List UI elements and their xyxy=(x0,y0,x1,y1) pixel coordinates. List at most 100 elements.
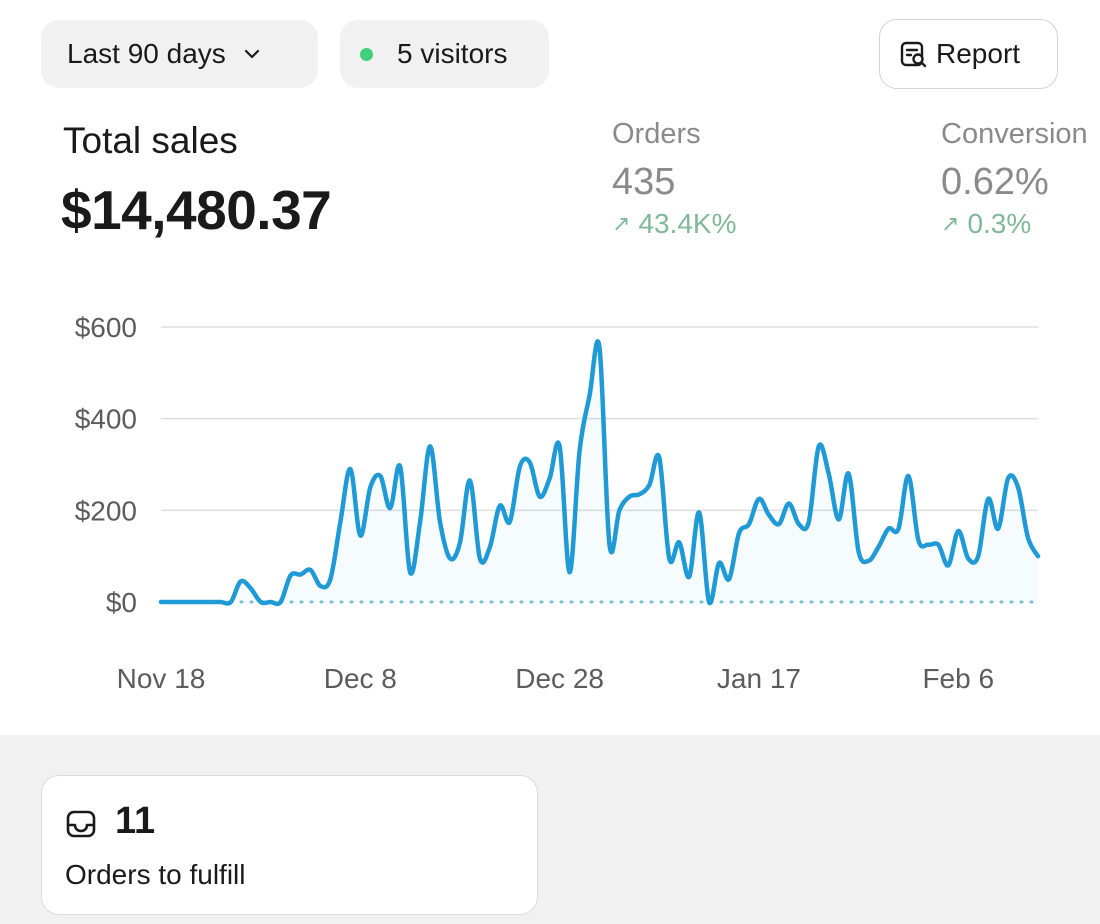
data-point[interactable] xyxy=(527,459,533,465)
data-point[interactable] xyxy=(696,510,702,516)
data-point[interactable] xyxy=(407,569,413,575)
orders-to-fulfill-card[interactable]: 11 Orders to fulfill xyxy=(41,775,538,915)
data-point[interactable] xyxy=(318,583,324,589)
data-point[interactable] xyxy=(666,556,672,562)
data-point[interactable] xyxy=(876,544,882,550)
data-point[interactable] xyxy=(716,560,722,566)
data-point[interactable] xyxy=(437,519,443,525)
date-range-selector[interactable]: Last 90 days xyxy=(41,20,318,88)
data-point[interactable] xyxy=(776,521,782,527)
data-point[interactable] xyxy=(347,466,353,472)
data-point[interactable] xyxy=(288,572,294,578)
data-point[interactable] xyxy=(298,572,304,578)
data-point[interactable] xyxy=(477,556,483,562)
data-point[interactable] xyxy=(447,556,453,562)
data-point[interactable] xyxy=(397,464,403,470)
data-point[interactable] xyxy=(656,455,662,461)
data-point[interactable] xyxy=(935,542,941,548)
data-point[interactable] xyxy=(158,599,164,605)
data-point[interactable] xyxy=(367,484,373,490)
data-point[interactable] xyxy=(806,519,812,525)
data-point[interactable] xyxy=(746,521,752,527)
data-point[interactable] xyxy=(826,471,832,477)
data-point[interactable] xyxy=(547,475,553,481)
data-point[interactable] xyxy=(327,576,333,582)
data-point[interactable] xyxy=(387,505,393,511)
data-point[interactable] xyxy=(995,526,1001,532)
data-point[interactable] xyxy=(238,578,244,584)
data-point[interactable] xyxy=(198,599,204,605)
data-point[interactable] xyxy=(1025,535,1031,541)
data-point[interactable] xyxy=(577,448,583,454)
data-point[interactable] xyxy=(915,537,921,543)
data-point[interactable] xyxy=(1005,475,1011,481)
conversion-metric[interactable]: Conversion 0.62% ↗ 0.3% xyxy=(941,118,1088,240)
data-point[interactable] xyxy=(1035,553,1041,559)
data-point[interactable] xyxy=(487,544,493,550)
data-point[interactable] xyxy=(168,599,174,605)
orders-to-fulfill-label: Orders to fulfill xyxy=(65,859,246,890)
data-point[interactable] xyxy=(188,599,194,605)
data-point[interactable] xyxy=(537,494,543,500)
data-point[interactable] xyxy=(886,526,892,532)
data-point[interactable] xyxy=(736,530,742,536)
data-point[interactable] xyxy=(616,507,622,513)
data-point[interactable] xyxy=(796,521,802,527)
visitors-label: 5 visitors xyxy=(397,38,508,69)
y-tick-label: $400 xyxy=(75,404,137,435)
data-point[interactable] xyxy=(248,585,254,591)
data-point[interactable] xyxy=(965,556,971,562)
data-point[interactable] xyxy=(836,517,842,523)
data-point[interactable] xyxy=(557,443,563,449)
live-visitors-button[interactable]: 5 visitors xyxy=(340,20,549,88)
data-point[interactable] xyxy=(218,599,224,605)
data-point[interactable] xyxy=(377,473,383,479)
data-point[interactable] xyxy=(846,471,852,477)
data-point[interactable] xyxy=(726,576,732,582)
data-point[interactable] xyxy=(278,599,284,605)
data-point[interactable] xyxy=(856,549,862,555)
report-button[interactable]: Report xyxy=(879,19,1058,89)
data-point[interactable] xyxy=(955,528,961,534)
data-point[interactable] xyxy=(567,569,573,575)
data-point[interactable] xyxy=(766,512,772,518)
data-point[interactable] xyxy=(756,496,762,502)
data-point[interactable] xyxy=(467,478,473,484)
x-tick-label: Feb 6 xyxy=(922,663,994,694)
data-point[interactable] xyxy=(706,599,712,605)
data-point[interactable] xyxy=(208,599,214,605)
data-point[interactable] xyxy=(646,482,652,488)
data-point[interactable] xyxy=(268,599,274,605)
data-point[interactable] xyxy=(925,542,931,548)
data-point[interactable] xyxy=(457,539,463,545)
data-point[interactable] xyxy=(816,443,822,449)
orders-metric[interactable]: Orders 435 ↗ 43.4K% xyxy=(612,118,737,240)
data-point[interactable] xyxy=(786,501,792,507)
data-point[interactable] xyxy=(945,562,951,568)
data-point[interactable] xyxy=(337,519,343,525)
data-point[interactable] xyxy=(258,599,264,605)
data-point[interactable] xyxy=(597,345,603,351)
data-point[interactable] xyxy=(427,443,433,449)
data-point[interactable] xyxy=(417,519,423,525)
data-point[interactable] xyxy=(896,526,902,532)
data-point[interactable] xyxy=(517,464,523,470)
data-point[interactable] xyxy=(308,567,314,573)
data-point[interactable] xyxy=(636,491,642,497)
data-point[interactable] xyxy=(686,574,692,580)
data-point[interactable] xyxy=(228,599,234,605)
data-point[interactable] xyxy=(975,553,981,559)
data-point[interactable] xyxy=(866,558,872,564)
data-point[interactable] xyxy=(357,533,363,539)
data-point[interactable] xyxy=(905,473,911,479)
data-point[interactable] xyxy=(507,519,513,525)
data-point[interactable] xyxy=(497,503,503,509)
data-point[interactable] xyxy=(1015,484,1021,490)
sales-line-chart[interactable]: $0 $200 $400 $600 Nov 18 Dec 8 Dec 28 Jan 17 Feb… xyxy=(0,290,1100,720)
data-point[interactable] xyxy=(587,393,593,399)
data-point[interactable] xyxy=(626,494,632,500)
data-point[interactable] xyxy=(985,496,991,502)
data-point[interactable] xyxy=(607,542,613,548)
data-point[interactable] xyxy=(178,599,184,605)
data-point[interactable] xyxy=(676,539,682,545)
